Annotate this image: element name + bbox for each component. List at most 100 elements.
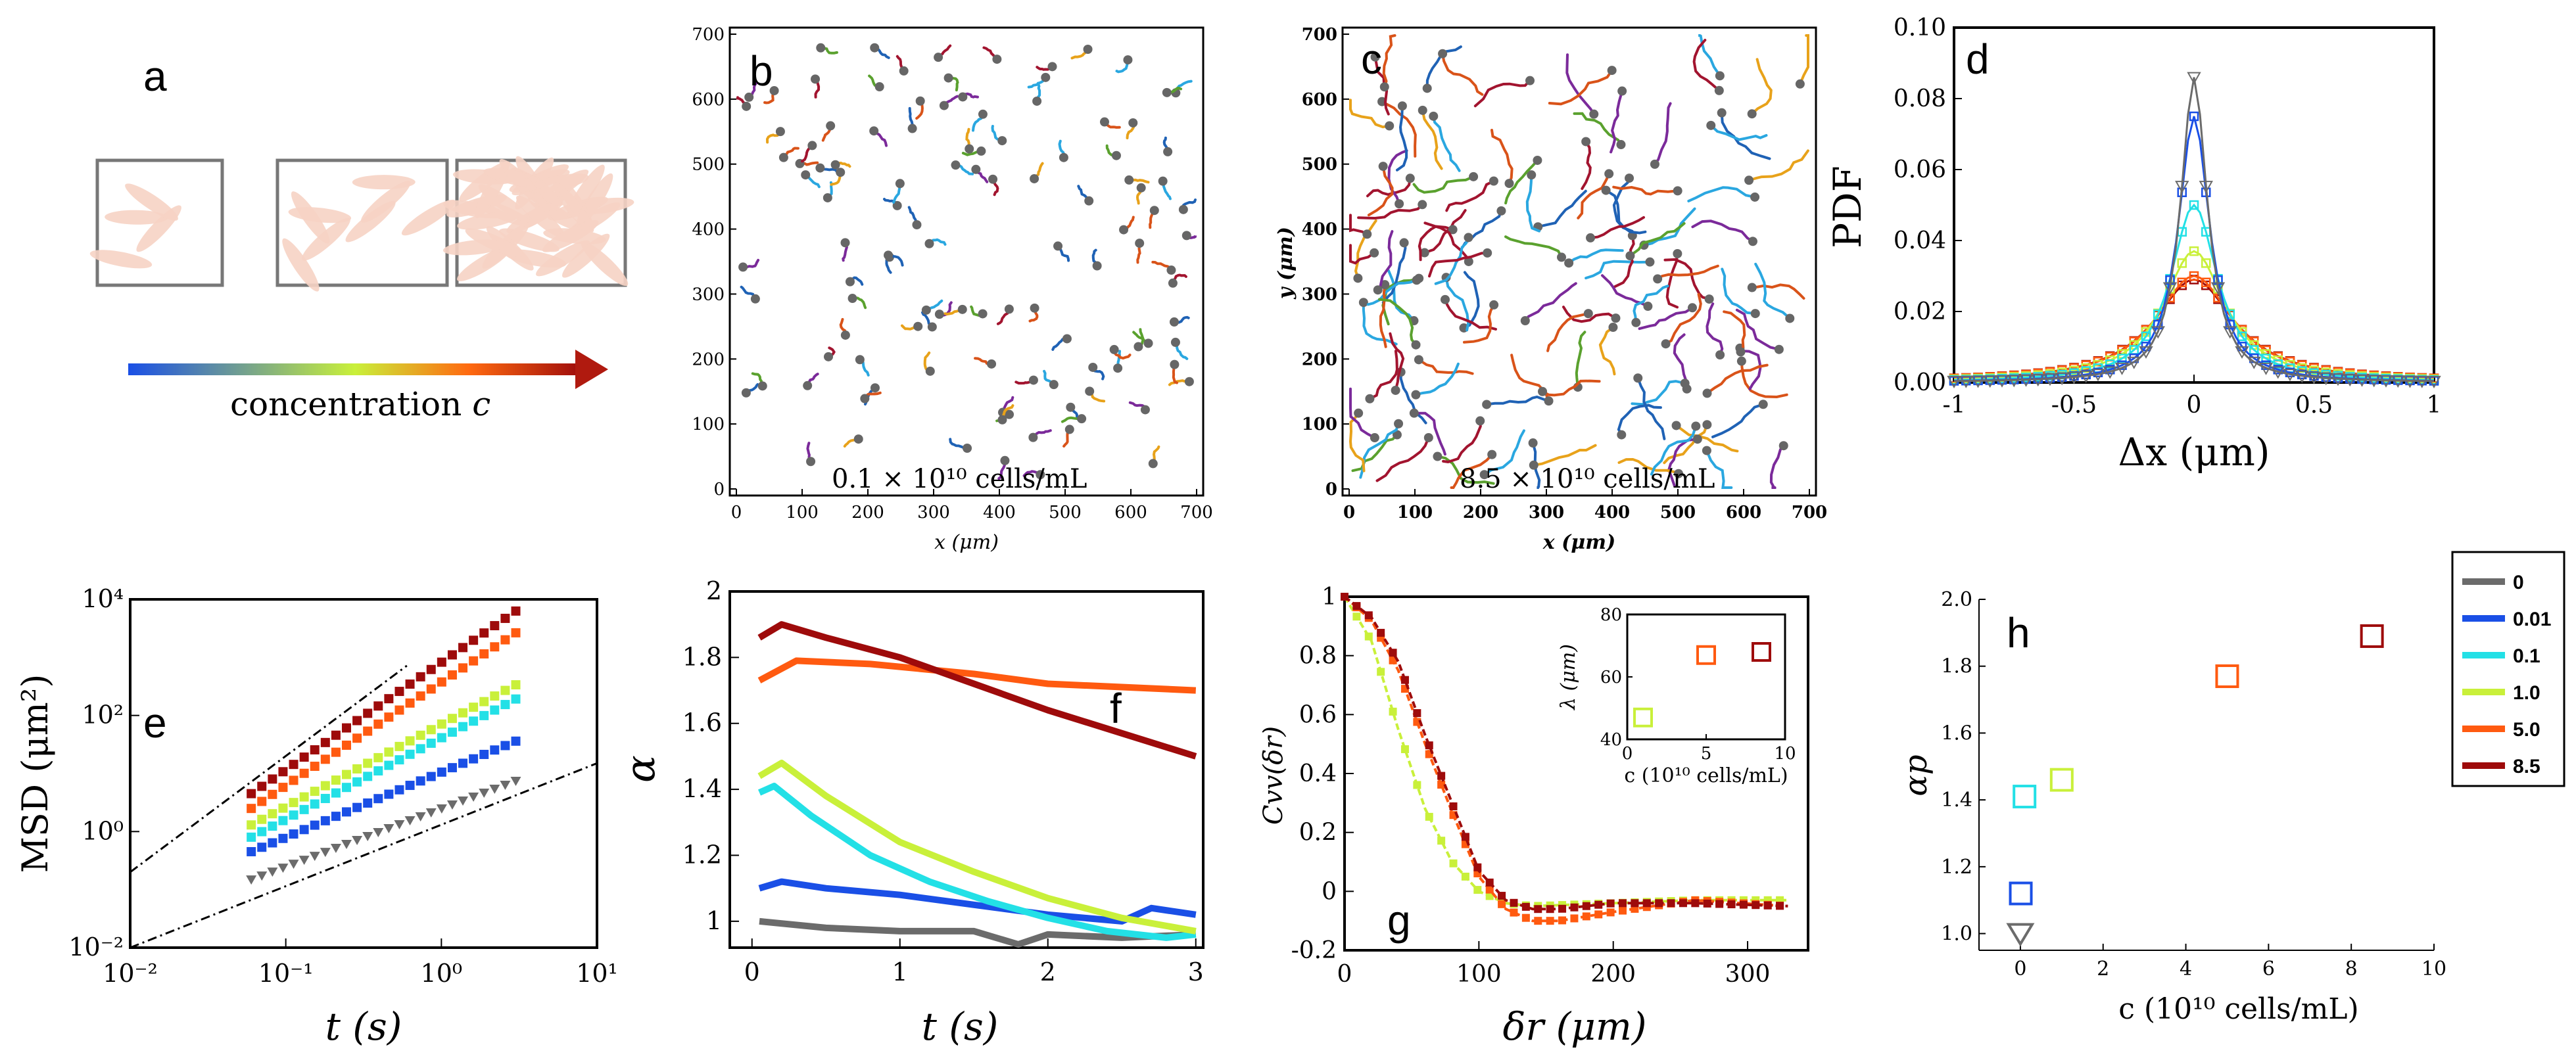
trajectory-start: [1140, 405, 1150, 415]
trajectory: [1368, 350, 1398, 400]
cvv-marker-5.0: [1606, 908, 1615, 917]
trajectory-start: [997, 415, 1007, 425]
trajectory: [1523, 282, 1577, 322]
cvv-marker-5.0: [1437, 781, 1446, 789]
trajectory: [1581, 140, 1592, 191]
trajectory-start: [1645, 257, 1655, 267]
cvv-marker-1.0: [1473, 886, 1482, 894]
y-tick-label: 1: [1322, 584, 1337, 611]
trajectory-start: [855, 355, 865, 365]
y-tick-label: 1: [706, 906, 722, 935]
msd-marker-0: [277, 864, 289, 873]
msd-marker-0.1: [447, 727, 457, 737]
trajectory: [1546, 312, 1590, 352]
cvv-marker-5.0: [1534, 917, 1542, 925]
trajectory-start: [1135, 239, 1145, 248]
y-tick-label: 0.2: [1299, 820, 1337, 846]
cell-ellipse: [457, 212, 519, 230]
msd-marker-0: [458, 796, 469, 806]
cvv-marker-8.5: [1546, 905, 1554, 913]
msd-marker-5.0: [310, 762, 320, 772]
trajectory: [1436, 455, 1495, 485]
trajectory: [1663, 423, 1709, 465]
y-tick-label: 0.02: [1894, 298, 1946, 325]
msd-marker-0.1: [373, 766, 383, 775]
trajectory-start: [1673, 248, 1682, 258]
trajectory: [1735, 308, 1780, 351]
msd-marker-0.1: [469, 716, 479, 726]
trajectory: [1653, 102, 1672, 166]
msd-marker-0.1: [289, 810, 298, 820]
cvv-marker-5.0: [1413, 718, 1421, 726]
msd-marker-0.1: [299, 804, 309, 814]
trajectory-start: [1785, 313, 1795, 323]
pdf-marker-0: [2139, 346, 2153, 359]
pdf-marker-0: [2091, 369, 2105, 382]
trajectory-start: [738, 262, 748, 272]
cvv-marker-1.0: [1377, 668, 1385, 676]
trajectory-start: [1149, 206, 1159, 216]
trajectory-start: [1496, 206, 1506, 216]
cvv-marker-8.5: [1437, 772, 1446, 780]
pdf-marker-0: [2055, 373, 2069, 386]
cvv-marker-8.5: [1703, 899, 1711, 908]
trajectory-start: [1083, 44, 1093, 54]
trajectory: [1418, 225, 1454, 262]
msd-marker-1.0: [278, 803, 288, 813]
x-tick-label: 0: [2187, 392, 2202, 419]
trajectory-start: [1702, 420, 1712, 430]
trajectory: [1687, 186, 1757, 202]
msd-marker-0: [510, 776, 521, 786]
trajectory-start: [1059, 152, 1068, 162]
cvv-marker-8.5: [1400, 676, 1409, 684]
msd-marker-1.0: [299, 792, 309, 802]
msd-marker-8.5: [310, 745, 320, 754]
cvv-marker-8.5: [1389, 649, 1397, 657]
msd-marker-1.0: [405, 736, 415, 746]
x-tick-label: -1: [1942, 392, 1965, 419]
trajectory: [1598, 326, 1616, 376]
trajectory: [1613, 234, 1635, 289]
trajectory-start: [1148, 459, 1158, 469]
panel-d-xlabel: Δx (μm): [2118, 430, 2270, 474]
msd-marker-0.01: [352, 802, 362, 812]
trajectory: [1636, 377, 1666, 440]
pdf-marker-0.01: [2189, 111, 2199, 122]
panel-c: 0 100 200 300 400 500 600 700 0 100 200 300 400 500 60…: [1274, 25, 1827, 554]
trajectory-start: [742, 101, 751, 111]
trajectory-start: [1482, 400, 1492, 409]
msd-marker-0.1: [268, 821, 277, 831]
alpha-p-point-0.1: [2013, 785, 2037, 809]
x-tick-label: 500: [1049, 503, 1082, 522]
x-tick-label: 3: [1188, 958, 1204, 986]
cvv-marker-5.0: [1546, 917, 1554, 925]
cvv-marker-5.0: [1521, 913, 1530, 922]
pdf-marker-5.0: [2189, 271, 2199, 281]
msd-marker-8.5: [426, 664, 436, 674]
trajectory-start: [801, 170, 811, 180]
alpha-p-point-8.5: [2360, 624, 2384, 648]
trajectory-start: [1533, 155, 1542, 165]
trajectory-start: [1673, 469, 1683, 478]
trajectory: [1399, 371, 1427, 425]
x-tick-label: -0.5: [2051, 392, 2097, 419]
trajectory: [1379, 283, 1387, 348]
y-tick-label: 10²: [82, 701, 124, 729]
trajectory-start: [1000, 455, 1010, 465]
trajectory-start: [963, 444, 972, 453]
trajectory-start: [1489, 176, 1498, 186]
msd-marker-0.1: [479, 710, 489, 720]
cell-ellipse: [542, 219, 599, 252]
trajectory-start: [1715, 71, 1725, 81]
trajectory-start: [1691, 421, 1701, 431]
trajectory-start: [958, 92, 968, 102]
trajectory: [1387, 149, 1408, 206]
legend-label-0: 0: [2513, 572, 2524, 593]
y-tick-label: 300: [692, 285, 725, 304]
msd-marker-8.5: [500, 613, 510, 623]
y-tick-label: 10⁴: [82, 584, 124, 613]
x-tick-label: 0.5: [2295, 392, 2333, 419]
trajectory: [1664, 292, 1702, 346]
trajectory-start: [1358, 298, 1368, 308]
trajectory-start: [1464, 233, 1473, 242]
